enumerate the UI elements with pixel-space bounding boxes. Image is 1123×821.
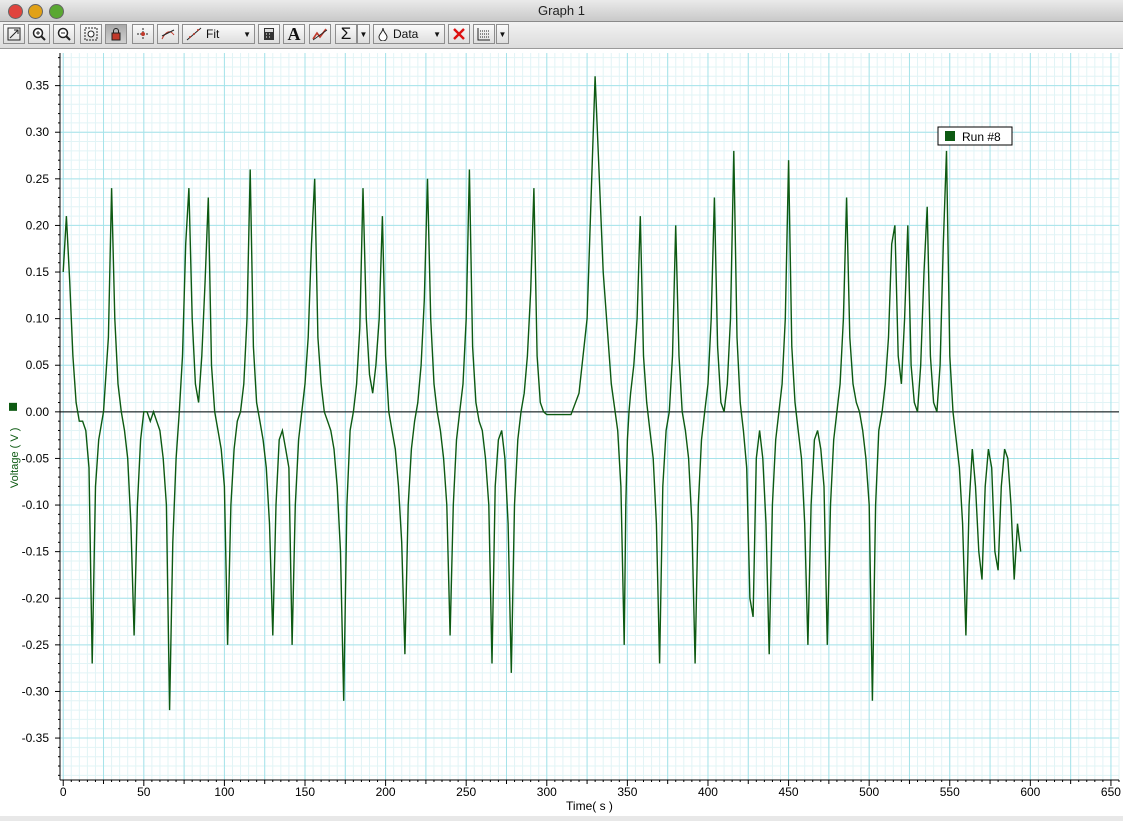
graph-options-button[interactable] bbox=[473, 24, 495, 44]
y-tick-label: 0.30 bbox=[26, 125, 50, 139]
legend-box bbox=[937, 126, 1013, 146]
chevron-down-icon: ▼ bbox=[243, 29, 251, 39]
statistics-menu-button[interactable]: ▼ bbox=[357, 24, 370, 44]
lock-icon bbox=[111, 28, 121, 41]
x-tick-label: 150 bbox=[295, 785, 315, 799]
autoscale-button[interactable] bbox=[3, 24, 25, 44]
y-tick-label: 0.00 bbox=[26, 405, 50, 419]
y-axis-series-swatch bbox=[9, 402, 17, 411]
zoom-out-button[interactable] bbox=[53, 24, 75, 44]
text-annotation-button[interactable]: A bbox=[283, 24, 305, 44]
zoom-window-button[interactable] bbox=[49, 4, 64, 19]
x-tick-label: 500 bbox=[859, 785, 879, 799]
minimize-window-button[interactable] bbox=[28, 4, 43, 19]
y-tick-label: 0.35 bbox=[26, 79, 50, 93]
tangent-button[interactable] bbox=[157, 24, 179, 44]
x-tick-label: 350 bbox=[617, 785, 637, 799]
x-tick-label: 300 bbox=[537, 785, 557, 799]
zoom-in-icon bbox=[32, 27, 46, 41]
x-tick-label: 50 bbox=[137, 785, 151, 799]
examine-icon bbox=[137, 28, 149, 40]
calculator-button[interactable] bbox=[258, 24, 280, 44]
x-tick-label: 200 bbox=[376, 785, 396, 799]
y-axis-label-group: Voltage ( V ) bbox=[9, 402, 21, 489]
y-tick-label: -0.05 bbox=[22, 451, 50, 465]
window-titlebar: Graph 1 bbox=[0, 0, 1123, 22]
y-tick-label: 0.10 bbox=[26, 312, 50, 326]
data-set-label: Data bbox=[393, 27, 419, 41]
legend-swatch bbox=[945, 131, 955, 141]
examine-button[interactable] bbox=[132, 24, 154, 44]
lock-button[interactable] bbox=[105, 24, 127, 44]
x-axis-label: Time( s ) bbox=[566, 799, 613, 813]
x-tick-label: 250 bbox=[456, 785, 476, 799]
chevron-down-icon: ▼ bbox=[498, 29, 507, 39]
x-tick-label: 100 bbox=[214, 785, 234, 799]
curve-fit-icon bbox=[186, 27, 202, 41]
x-tick-label: 450 bbox=[779, 785, 799, 799]
y-tick-label: -0.30 bbox=[22, 684, 50, 698]
y-tick-label: 0.25 bbox=[26, 172, 50, 186]
legend-entry: Run #8 bbox=[962, 130, 1001, 144]
series-line-run-8[interactable] bbox=[62, 76, 1022, 711]
autoscale-icon bbox=[7, 27, 21, 41]
data-icon bbox=[378, 27, 388, 41]
statistics-icon: Σ bbox=[340, 24, 352, 43]
zoom-region-icon bbox=[84, 27, 98, 41]
graph-area: 0 50 100 150 200 250 300 350 400 450 500 550 600 650 … bbox=[0, 49, 1123, 816]
y-tick-label: -0.15 bbox=[22, 545, 50, 559]
zoom-out-icon bbox=[57, 27, 71, 41]
chevron-down-icon: ▼ bbox=[433, 29, 441, 39]
y-axis-label: Voltage ( V ) bbox=[9, 428, 21, 489]
x-tick-label: 650 bbox=[1101, 785, 1121, 799]
close-window-button[interactable] bbox=[8, 4, 23, 19]
y-tick-label: 0.05 bbox=[26, 358, 50, 372]
x-tick-label: 0 bbox=[60, 785, 67, 799]
y-tick-label: -0.20 bbox=[22, 591, 50, 605]
y-tick-label: 0.15 bbox=[26, 265, 50, 279]
x-tick-label: 600 bbox=[1020, 785, 1040, 799]
delete-icon bbox=[453, 28, 465, 40]
curve-fit-dropdown[interactable]: Fit ▼ bbox=[182, 24, 255, 44]
chevron-down-icon: ▼ bbox=[359, 29, 368, 39]
minor-grid bbox=[60, 53, 1120, 780]
series-run-8 bbox=[62, 76, 1022, 711]
graph-options-icon bbox=[477, 28, 490, 41]
y-axis-ticks: 0.35 0.30 0.25 0.20 0.15 0.10 0.05 0.00 -0.05 -0.… bbox=[22, 57, 60, 776]
delete-button[interactable] bbox=[448, 24, 470, 44]
x-tick-label: 400 bbox=[698, 785, 718, 799]
tangent-icon bbox=[161, 29, 175, 40]
x-tick-label: 550 bbox=[940, 785, 960, 799]
data-set-dropdown[interactable]: Data ▼ bbox=[373, 24, 445, 44]
zoom-in-button[interactable] bbox=[28, 24, 50, 44]
plot-background bbox=[60, 53, 1119, 780]
text-icon: A bbox=[287, 23, 301, 44]
y-tick-label: -0.35 bbox=[22, 731, 50, 745]
window-title: Graph 1 bbox=[538, 3, 585, 18]
y-tick-label: -0.25 bbox=[22, 638, 50, 652]
voltage-time-chart[interactable]: 0 50 100 150 200 250 300 350 400 450 500 550 600 650 … bbox=[0, 49, 1123, 816]
model-icon bbox=[312, 28, 328, 41]
graph-toolbar: Fit ▼ A Σ ▼ Data ▼ ▼ bbox=[0, 22, 1123, 49]
x-axis-ticks: 0 50 100 150 200 250 300 350 400 450 500 550 600 650 bbox=[60, 780, 1121, 799]
y-tick-label: -0.10 bbox=[22, 498, 50, 512]
legend[interactable]: Run #8 bbox=[937, 126, 1013, 146]
calculator-icon bbox=[264, 28, 274, 40]
statistics-button[interactable]: Σ bbox=[335, 24, 357, 44]
zoom-region-button[interactable] bbox=[80, 24, 102, 44]
model-button[interactable] bbox=[309, 24, 331, 44]
y-tick-label: 0.20 bbox=[26, 218, 50, 232]
curve-fit-label: Fit bbox=[206, 27, 220, 41]
graph-options-menu-button[interactable]: ▼ bbox=[496, 24, 509, 44]
